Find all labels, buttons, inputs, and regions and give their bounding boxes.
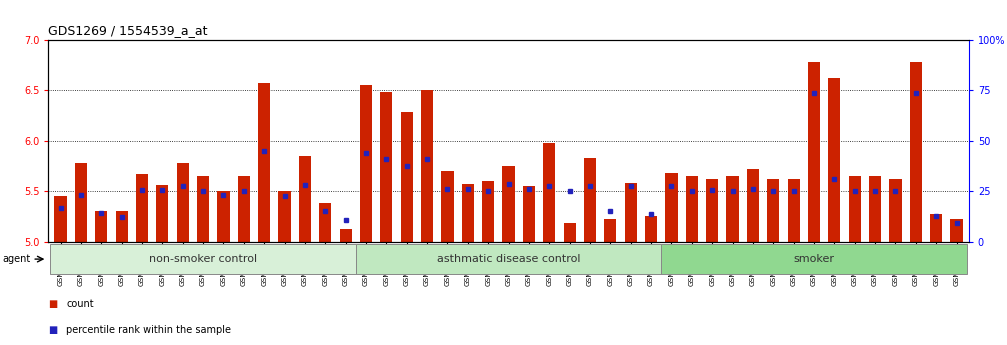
Bar	[441, 171, 453, 242]
Bar	[706, 179, 718, 242]
Bar	[218, 191, 230, 242]
Bar	[543, 142, 556, 241]
Bar	[604, 219, 616, 242]
Text: GDS1269 / 1554539_a_at: GDS1269 / 1554539_a_at	[48, 24, 207, 37]
Bar	[909, 62, 921, 241]
Bar	[238, 176, 250, 242]
Bar	[502, 166, 515, 242]
Bar	[96, 211, 108, 241]
Bar	[401, 112, 413, 241]
Bar	[339, 229, 351, 241]
Bar	[584, 158, 596, 241]
Text: agent: agent	[2, 254, 30, 264]
Bar	[381, 92, 393, 242]
Text: count: count	[66, 299, 94, 309]
Bar	[319, 203, 331, 241]
Bar	[482, 181, 494, 241]
Bar	[75, 163, 87, 242]
Text: asthmatic disease control: asthmatic disease control	[437, 254, 580, 264]
Bar	[278, 191, 291, 242]
Bar	[747, 169, 759, 241]
Text: ■: ■	[48, 325, 57, 335]
Text: non-smoker control: non-smoker control	[149, 254, 257, 264]
Bar	[666, 173, 678, 242]
Bar	[197, 176, 209, 242]
Bar	[54, 196, 66, 241]
Bar	[136, 174, 148, 242]
Bar	[523, 186, 535, 242]
Bar	[50, 244, 355, 274]
Bar	[828, 78, 841, 242]
Bar	[869, 176, 881, 242]
Text: percentile rank within the sample: percentile rank within the sample	[66, 325, 232, 335]
Bar	[662, 244, 967, 274]
Bar	[930, 214, 943, 242]
Bar	[849, 176, 861, 242]
Bar	[624, 183, 636, 242]
Bar	[461, 184, 474, 242]
Bar	[355, 244, 662, 274]
Bar	[726, 176, 738, 242]
Bar	[176, 163, 189, 242]
Bar	[421, 90, 433, 242]
Bar	[889, 179, 901, 242]
Text: ■: ■	[48, 299, 57, 309]
Bar	[686, 176, 698, 242]
Bar	[787, 179, 800, 242]
Bar	[116, 211, 128, 241]
Bar	[258, 83, 270, 242]
Bar	[564, 223, 576, 241]
Bar	[951, 219, 963, 242]
Bar	[359, 85, 373, 242]
Bar	[156, 185, 168, 242]
Bar	[644, 216, 658, 241]
Bar	[767, 179, 779, 242]
Text: smoker: smoker	[794, 254, 835, 264]
Bar	[808, 62, 820, 241]
Bar	[299, 156, 311, 242]
